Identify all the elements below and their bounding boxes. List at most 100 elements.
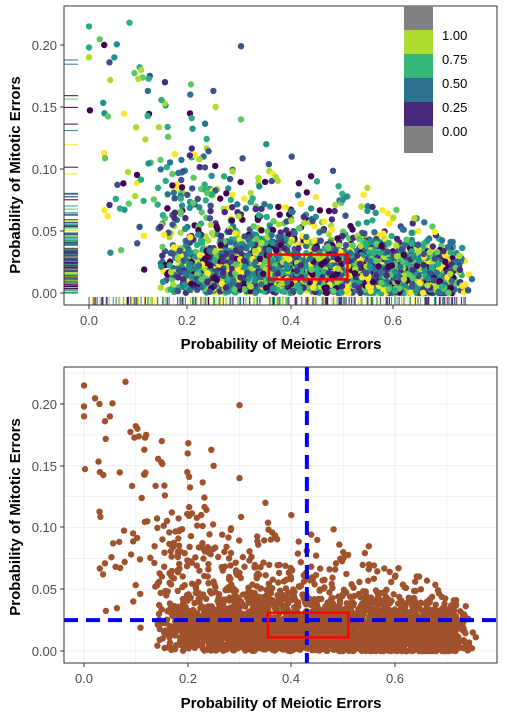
top-point (157, 166, 164, 173)
top-point (378, 242, 385, 249)
bottom-point (134, 425, 141, 432)
bottom-point (81, 465, 89, 473)
top-point (360, 191, 367, 198)
bottom-point (181, 550, 188, 557)
bottom-point (326, 566, 333, 573)
top-point (385, 239, 392, 247)
top-point (266, 203, 274, 210)
top-point (164, 205, 171, 212)
top-point (393, 274, 400, 281)
top-point (198, 209, 205, 216)
bottom-point (185, 473, 193, 480)
bottom-point (423, 577, 431, 584)
top-point (303, 233, 310, 241)
top-point (274, 270, 281, 277)
top-point (132, 124, 140, 131)
bottom-point (158, 437, 165, 445)
top-point (220, 173, 228, 180)
top-point (208, 172, 215, 179)
top-point (188, 114, 195, 122)
top-point (307, 205, 315, 212)
top-point (85, 54, 93, 61)
top-point (177, 229, 184, 236)
bottom-point (102, 607, 110, 615)
top-y-tick-label-2: 0.10 (32, 162, 57, 177)
top-point (174, 287, 182, 295)
bottom-point (193, 562, 200, 569)
top-point (106, 201, 113, 209)
top-x-tick-label-0: 0.0 (80, 313, 98, 328)
top-point (447, 249, 454, 256)
bottom-point (156, 636, 163, 644)
top-point (377, 269, 385, 276)
top-point (210, 87, 217, 95)
top-point (164, 133, 172, 140)
top-point (375, 263, 382, 270)
top-point (230, 277, 237, 284)
bottom-point (329, 574, 336, 581)
top-point (140, 197, 147, 205)
top-point (265, 161, 273, 168)
bottom-point (166, 529, 173, 536)
top-point (297, 200, 305, 207)
legend-label-075: 0.75 (442, 52, 467, 67)
top-point (207, 202, 214, 209)
top-point (158, 96, 165, 104)
bottom-point (153, 515, 161, 522)
top-point (255, 174, 262, 182)
bottom-point (131, 434, 138, 441)
bottom-point (225, 586, 232, 594)
top-point (107, 76, 114, 84)
top-point (159, 243, 166, 251)
top-point (339, 190, 346, 197)
bottom-point (186, 484, 194, 491)
top-point (266, 246, 273, 254)
top-point (207, 221, 214, 229)
top-point (204, 189, 211, 197)
top-point (390, 214, 397, 221)
bottom-point (308, 531, 315, 538)
top-point (300, 220, 308, 227)
top-point (429, 243, 436, 250)
bottom-point (295, 603, 302, 610)
top-point (448, 277, 455, 285)
bottom-point (262, 499, 269, 506)
top-point (433, 269, 440, 276)
top-point (174, 274, 182, 281)
bottom-point (264, 519, 272, 526)
bottom-point (192, 554, 199, 561)
top-point (190, 200, 197, 207)
top-point (159, 252, 166, 259)
bottom-point (122, 378, 129, 385)
top-point (131, 69, 138, 77)
top-point (177, 210, 184, 218)
bottom-point (365, 543, 372, 550)
top-point (232, 247, 239, 254)
top-point (100, 149, 108, 157)
bottom-point (127, 551, 135, 558)
top-point (263, 213, 270, 221)
bottom-point (365, 566, 372, 573)
top-point (456, 252, 463, 260)
bottom-point (109, 400, 116, 407)
top-point (409, 220, 416, 227)
top-y-tick-label-0: 0.00 (32, 286, 57, 301)
bottom-point (246, 548, 253, 555)
bottom-point (106, 413, 114, 420)
bottom-point (153, 582, 161, 589)
top-point (204, 253, 211, 260)
bottom-point (183, 563, 191, 570)
top-point (392, 268, 399, 275)
bottom-point (80, 413, 88, 420)
top-point (85, 23, 93, 30)
top-point (169, 170, 176, 178)
bottom-point (271, 532, 279, 539)
top-point (220, 269, 227, 276)
bottom-point (163, 517, 171, 525)
top-point (415, 257, 422, 264)
top-point (167, 286, 174, 293)
top-point (160, 231, 168, 238)
top-point (226, 228, 234, 235)
top-point (289, 208, 296, 216)
top-point (244, 269, 251, 276)
